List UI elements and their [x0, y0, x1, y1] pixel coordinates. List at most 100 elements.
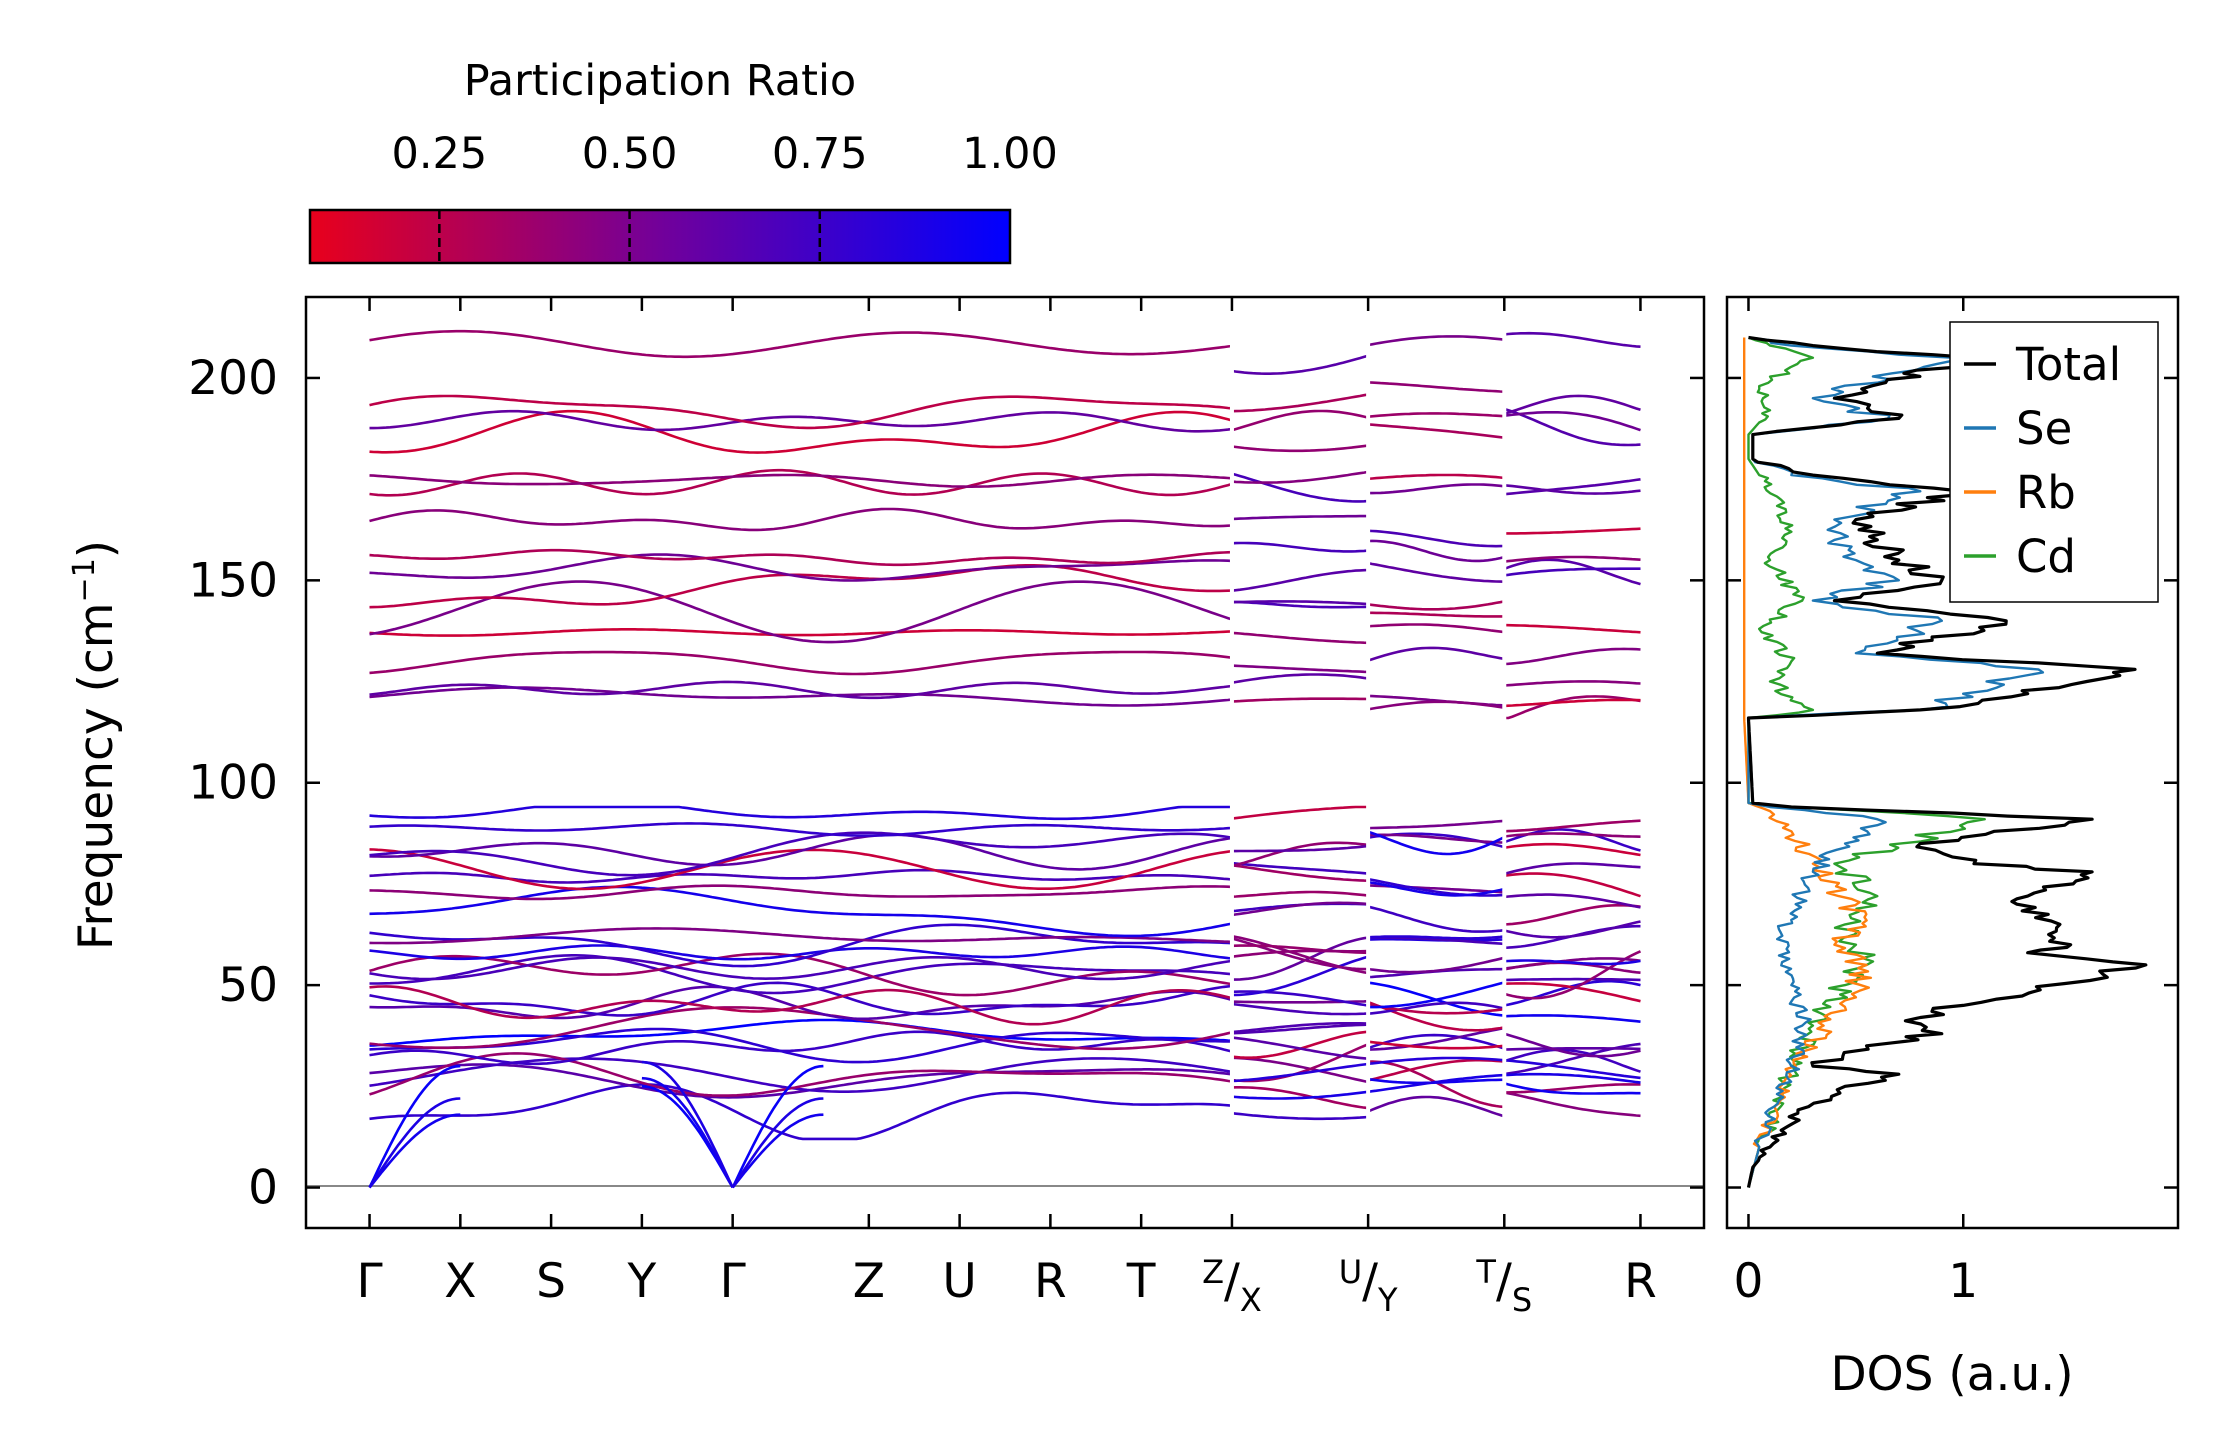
y-tick-label: 100 — [188, 756, 278, 811]
phonon-branch — [1504, 567, 1641, 577]
phonon-branch — [1231, 844, 1369, 853]
k-point-label: X — [444, 1254, 476, 1309]
phonon-branch — [1231, 472, 1369, 503]
phonon-branch — [1504, 977, 1641, 982]
phonon-branch — [369, 831, 1233, 877]
phonon-branch — [1231, 890, 1369, 898]
y-tick-label: 50 — [218, 958, 278, 1013]
phonon-branch — [369, 884, 1232, 901]
k-point-label: R — [1624, 1254, 1657, 1309]
phonon-branch — [1231, 568, 1369, 592]
phonon-branch — [1367, 905, 1505, 933]
phonon-branch — [1231, 955, 1369, 997]
phonon-branch — [1368, 423, 1505, 439]
phonon-branch — [1231, 444, 1369, 453]
phonon-branch — [369, 680, 1233, 700]
phonon-branch — [369, 507, 1232, 532]
dos-x-tick-label: 1 — [1948, 1254, 1978, 1309]
phonon-branch — [369, 1030, 1233, 1066]
phonon-branch — [1231, 409, 1369, 432]
phonon-branch — [1231, 901, 1369, 917]
dos-plot-frame — [1725, 295, 2180, 1230]
phonon-branch — [369, 409, 1233, 454]
phonon-branch — [1367, 956, 1505, 974]
phonon-branch — [369, 985, 1233, 1026]
phonon-branch — [1503, 862, 1641, 876]
phonon-branch — [1368, 381, 1505, 393]
phonon-branch — [1367, 877, 1505, 897]
phonon-branch — [1504, 903, 1641, 926]
y-tick-label: 200 — [188, 351, 278, 406]
phonon-branch — [1504, 982, 1641, 1003]
segment-break — [1366, 299, 1371, 1184]
phonon-branch — [1367, 600, 1505, 611]
phonon-branch — [369, 1052, 1233, 1097]
phonon-branch — [369, 580, 1233, 644]
phonon-branch — [1231, 1023, 1369, 1035]
legend-label: Rb — [2016, 466, 2076, 519]
phonon-branch — [1231, 1056, 1369, 1084]
band-plot-frame — [304, 295, 1706, 1230]
low-branch — [1504, 1072, 1641, 1084]
phonon-branch — [1504, 872, 1641, 898]
phonon-branch — [369, 981, 1233, 1017]
phonon-branch — [1503, 1032, 1641, 1058]
dos-panel: 0 1 DOS (a.u.) Total Se Rb Cd — [1725, 295, 2180, 1402]
phonon-branch — [1368, 1060, 1505, 1109]
phonon-branch — [369, 952, 1233, 997]
legend-label: Se — [2016, 402, 2072, 455]
phonon-branch — [369, 468, 1233, 497]
phonon-branch — [369, 927, 1232, 945]
phonon-branch — [1503, 407, 1641, 447]
phonon-branch — [369, 1083, 1233, 1141]
phonon-branch — [1368, 1026, 1505, 1051]
dos-series-rb — [1743, 337, 1873, 1188]
phonon-branch — [369, 553, 1232, 582]
phonon-branch — [1504, 555, 1641, 563]
dos-series-total — [1746, 335, 2148, 1188]
phonon-branch — [1367, 830, 1505, 856]
acoustic-branch — [368, 1113, 461, 1189]
colorbar-title: Participation Ratio — [464, 56, 857, 106]
phonon-branch — [369, 650, 1233, 676]
phonon-branch — [369, 1063, 1233, 1099]
acoustic-branch — [641, 1060, 734, 1189]
phonon-branch — [369, 944, 1233, 961]
phonon-branch — [1231, 600, 1369, 606]
phonon-branch — [1231, 673, 1369, 684]
y-axis-label-sup: −1 — [67, 558, 102, 602]
legend-label: Total — [2015, 338, 2121, 391]
y-tick-label: 150 — [188, 553, 278, 608]
phonon-branch — [1231, 861, 1369, 875]
phonon-branch — [1504, 1083, 1641, 1094]
k-point-label: T — [1126, 1254, 1156, 1309]
phonon-branch — [1504, 832, 1641, 838]
colorbar-tick-label: 0.75 — [772, 129, 868, 179]
acoustic-branch — [641, 1085, 734, 1189]
phonon-branch — [1368, 935, 1505, 940]
phonon-branch — [1231, 664, 1369, 674]
segment-break — [1502, 299, 1507, 1184]
phonon-branch — [369, 833, 1233, 871]
colorbar-gradient — [308, 208, 1012, 265]
dos-x-axis-label: DOS (a.u.) — [1830, 1347, 2073, 1402]
phonon-branch — [1367, 1001, 1505, 1015]
colorbar-tick-label: 1.00 — [962, 129, 1058, 179]
phonon-branch — [1504, 527, 1641, 535]
phonon-branch — [1367, 646, 1505, 662]
phonon-branch — [369, 985, 1233, 1021]
k-point-label: Y — [627, 1254, 657, 1309]
phonon-branch — [1368, 483, 1505, 495]
phonon-branch — [1504, 411, 1641, 432]
phonon-branch — [1504, 1014, 1641, 1023]
phonon-branch — [1504, 1091, 1641, 1118]
phonon-branch — [1231, 936, 1369, 981]
phonon-branch — [1504, 842, 1641, 857]
phonon-branch — [1504, 698, 1641, 708]
phonon-branch — [1504, 979, 1641, 1007]
phonon-branch — [1367, 1002, 1505, 1015]
phonon-branch — [1504, 893, 1641, 909]
phonon-branch — [369, 1006, 1233, 1051]
k-point-label: Z — [853, 1254, 885, 1309]
